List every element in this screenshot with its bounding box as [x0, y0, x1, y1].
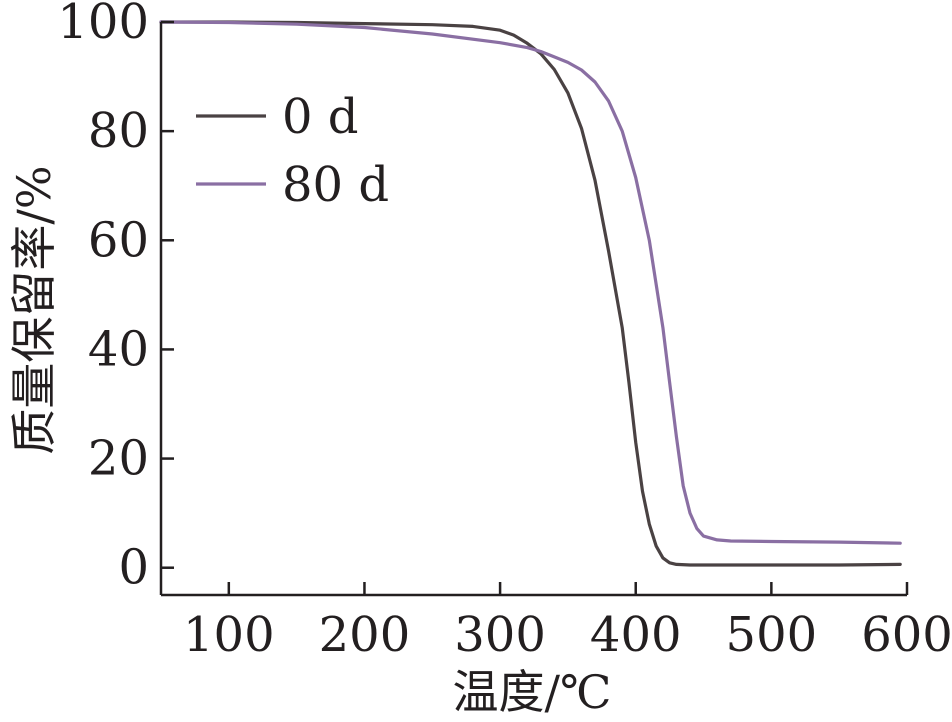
legend-label-0: 0 d — [282, 89, 359, 145]
y-tick-label: 60 — [88, 212, 149, 268]
y-tick-label: 40 — [88, 321, 149, 377]
y-tick-label: 100 — [57, 0, 149, 50]
axes — [159, 22, 907, 597]
y-tick-label: 20 — [88, 431, 149, 487]
x-tick-label: 200 — [319, 607, 411, 663]
ticks: 100 200 300 400 500 600 0 20 40 60 80 100 — [57, 0, 952, 663]
series-line-1 — [159, 20, 902, 545]
plot-area — [159, 20, 902, 567]
legend-label-1: 80 d — [282, 157, 389, 213]
x-tick-label: 300 — [454, 607, 546, 663]
x-tick-label: 100 — [183, 607, 275, 663]
legend: 0 d 80 d — [196, 89, 389, 213]
x-tick-label: 400 — [590, 607, 682, 663]
y-tick-label: 0 — [118, 540, 149, 596]
x-axis-title: 温度/℃ — [453, 665, 612, 719]
series-line-0 — [159, 20, 902, 567]
y-axis-title: 质量保留率/% — [7, 165, 61, 454]
x-tick-label: 500 — [726, 607, 818, 663]
y-tick-label: 80 — [88, 103, 149, 159]
x-tick-label: 600 — [861, 607, 952, 663]
